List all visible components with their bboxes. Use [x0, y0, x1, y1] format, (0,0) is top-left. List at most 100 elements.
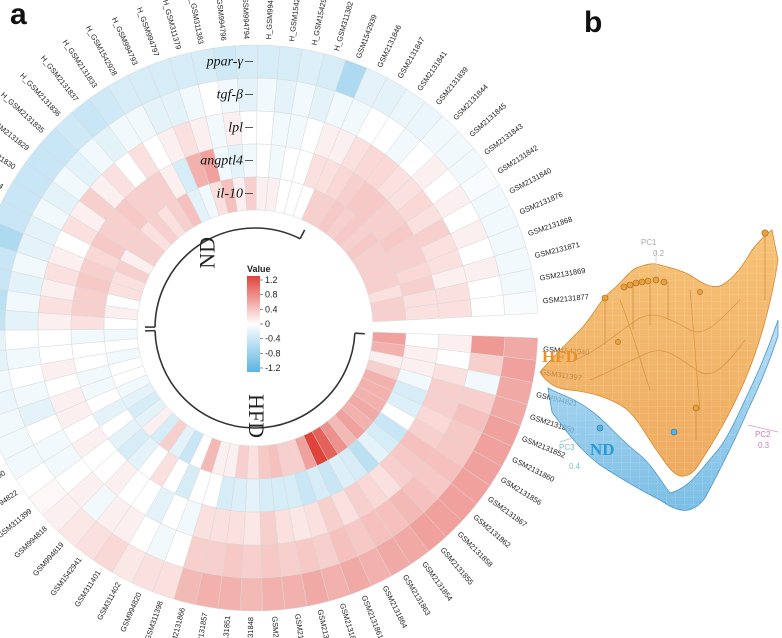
pc3-label: PC3 [559, 443, 575, 452]
pc1-tick: 0.2 [653, 249, 665, 258]
nd-surface-mesh [548, 320, 778, 511]
heatmap-cell [239, 577, 263, 612]
sample-label: GSM2131877 [542, 292, 589, 305]
legend-tick-label: -0.4 [265, 334, 281, 344]
sample-label: GSM994819 [31, 540, 66, 577]
sample-label: GSM2131853 [293, 613, 309, 638]
group-label-nd: ND [194, 237, 219, 269]
heatmap-cell [256, 77, 278, 113]
sample-label: GSM2131869 [539, 266, 586, 283]
sample-label: GSM2131851 [219, 615, 232, 638]
group-arc-end [354, 332, 365, 335]
heatmap-cell [261, 576, 286, 612]
group-label-hfd: HFD [244, 394, 269, 438]
sample-label: GSM2131854 [420, 560, 454, 603]
panel-a-letter: a [10, 0, 27, 31]
heatmap-cells [0, 44, 539, 612]
group-arc-hfd [154, 330, 356, 429]
nd-label: ND [590, 440, 615, 459]
legend-colorbar [247, 276, 260, 372]
gene-labels: ppar-γ tgf-β lpl angptl4 il-10 [200, 55, 253, 202]
hfd-points [601, 229, 769, 412]
sample-label: H_GSM1542937 [287, 0, 303, 42]
legend-tick-label: 0.8 [265, 290, 278, 300]
sample-label: GSM1542939 [354, 13, 379, 59]
sample-label: H_GSM311379 [161, 0, 183, 50]
pc3-tick: 0.4 [569, 462, 581, 471]
gene-label: ppar-γ [206, 55, 244, 70]
sample-label: GSM2131841 [415, 49, 449, 92]
sample-label: GSM2131855 [439, 545, 476, 586]
group-arc-end [299, 229, 306, 240]
sample-label: GSM311402 [95, 581, 122, 622]
heatmap-cell [70, 329, 105, 345]
heatmap-cell [4, 310, 39, 331]
pc2-axis-line [747, 424, 779, 433]
legend-ticks: 1.2 0.8 0.4 0 -0.4 -0.8 -1.2 [260, 275, 281, 373]
sample-label: GSM2131871 [534, 240, 581, 260]
sample-label: GSM2131868 [527, 214, 574, 238]
heatmap-cell [502, 290, 538, 316]
sample-label: H_GSM1542929 [310, 0, 330, 46]
sample-label: GSM2131859 [270, 616, 282, 638]
sample-label: H_GSM311383 [187, 0, 205, 45]
sample-label: GSM2131846 [375, 23, 403, 69]
heatmap-cell [37, 329, 72, 348]
sample-label: GSM311401 [73, 569, 103, 609]
sample-label: GSM2131848 [246, 617, 256, 638]
heatmap-cell [259, 510, 279, 546]
hfd-surface-mesh [540, 230, 778, 477]
sample-label: GSM994818 [12, 524, 49, 560]
legend-tick-label: -0.8 [265, 348, 281, 358]
heatmap-cell [4, 329, 40, 351]
sample-label: H_GSM311382 [332, 0, 355, 52]
sample-label: GSM2131842 [496, 143, 540, 176]
sample-label: GSM994820 [118, 591, 143, 633]
pc2-label: PC2 [755, 430, 771, 439]
sample-label: GSM2131864 [381, 584, 410, 629]
heatmap-cell [245, 478, 261, 513]
sample-label: H_GSM994793 [110, 16, 140, 67]
sample-label: GSM2131867 [486, 494, 529, 529]
heatmap-cell [503, 336, 539, 361]
sample-label: GSM1542941 [48, 555, 83, 597]
legend-tick-label: 0.4 [265, 304, 278, 314]
panel-b-letter: b [584, 6, 602, 39]
sample-label: GSM311399 [0, 507, 34, 540]
color-legend: Value 1.2 0.8 0.4 0 -0.4 -0.8 -1.2 [247, 264, 281, 373]
sample-label: H_GSM994794 [241, 0, 252, 39]
sample-label: H_GSM994798 [264, 0, 276, 40]
legend-tick-label: 1.2 [265, 275, 278, 285]
heatmap-cell [257, 44, 281, 80]
surface-plot: PC1 0.2 PC2 0.3 PC3 0.4 HFD ND [539, 229, 779, 511]
heatmap-cell [37, 312, 72, 331]
sample-label: GSM2131849 [316, 609, 335, 638]
pc1-label: PC1 [641, 238, 657, 247]
sample-label: GSM311398 [143, 600, 165, 638]
gene-label: lpl [228, 121, 243, 136]
pc2-tick: 0.3 [758, 441, 770, 450]
sample-label: H_GSM994797 [135, 6, 161, 58]
sample-label: GSM2131876 [518, 190, 564, 217]
heatmap-cell [260, 543, 282, 579]
sample-label: GSM2131863 [401, 573, 433, 617]
legend-tick-label: 0 [265, 319, 270, 329]
gene-label: il-10 [217, 187, 243, 202]
group-arcs: HFD ND [144, 227, 365, 438]
gene-label: tgf-β [217, 88, 243, 103]
legend-title: Value [247, 264, 271, 274]
sample-label: GSM2131845 [467, 101, 508, 139]
sample-label: GSM2131865 [338, 602, 360, 638]
circular-heatmap: GSM1542940GSM311397GSM994821GSM2131850GS… [0, 0, 590, 638]
sample-label: GSM2131860 [511, 455, 556, 484]
heatmap-cell [241, 544, 262, 579]
sample-label: GSM2131861 [360, 594, 386, 638]
gene-label: angptl4 [200, 154, 243, 169]
heatmap-cell [246, 445, 260, 480]
sample-label: GSM2131857 [193, 612, 210, 638]
sample-label: GSM2131856 [499, 475, 543, 507]
legend-tick-label: -1.2 [265, 363, 281, 373]
sample-label: GSM2131847 [396, 35, 427, 80]
group-arc-nd [154, 227, 301, 328]
